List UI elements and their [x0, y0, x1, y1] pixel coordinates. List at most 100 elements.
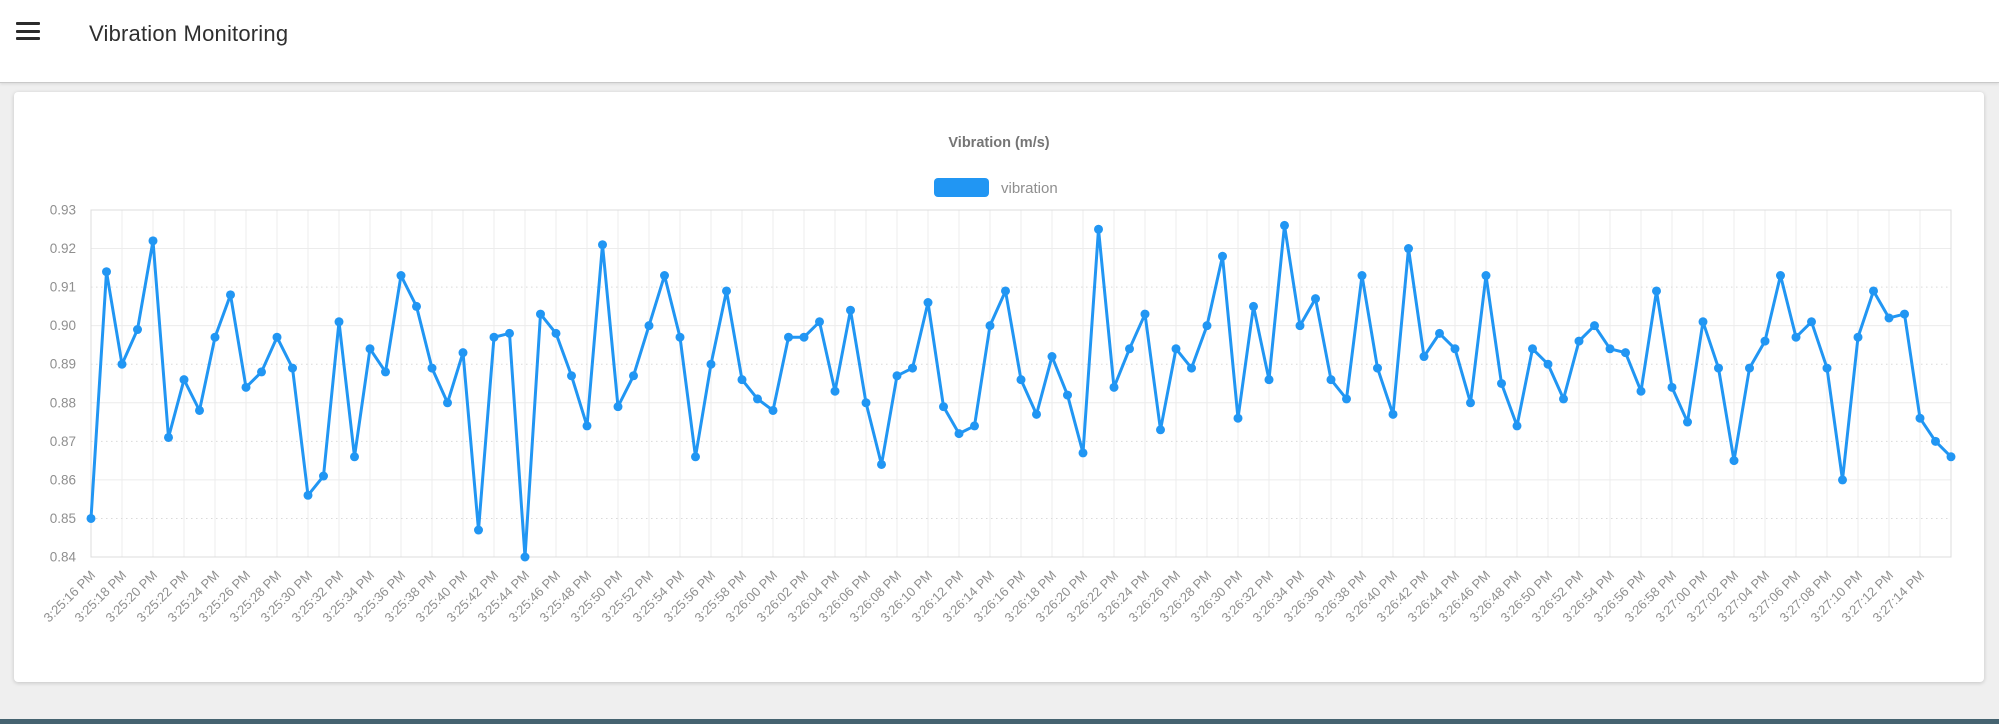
- data-point[interactable]: [1729, 456, 1739, 466]
- data-point[interactable]: [241, 382, 251, 392]
- data-point[interactable]: [567, 371, 576, 381]
- data-point[interactable]: [1357, 271, 1367, 281]
- data-point[interactable]: [1605, 344, 1615, 354]
- data-point[interactable]: [1590, 321, 1599, 331]
- data-point[interactable]: [334, 317, 344, 327]
- data-point[interactable]: [117, 359, 127, 369]
- data-point[interactable]: [629, 371, 638, 381]
- data-point[interactable]: [505, 328, 514, 338]
- data-point[interactable]: [1094, 224, 1103, 234]
- data-point[interactable]: [412, 301, 421, 311]
- data-point[interactable]: [1559, 394, 1568, 404]
- data-point[interactable]: [350, 452, 359, 462]
- data-point[interactable]: [1683, 417, 1692, 427]
- data-point[interactable]: [226, 290, 235, 300]
- data-point[interactable]: [939, 402, 948, 412]
- menu-button[interactable]: [13, 17, 43, 45]
- data-point[interactable]: [1869, 286, 1878, 296]
- data-point[interactable]: [1078, 448, 1088, 458]
- data-point[interactable]: [923, 298, 933, 308]
- data-point[interactable]: [133, 325, 142, 335]
- data-point[interactable]: [1388, 409, 1398, 419]
- data-point[interactable]: [1450, 344, 1460, 354]
- data-point[interactable]: [365, 344, 375, 354]
- data-point[interactable]: [598, 240, 607, 250]
- data-point[interactable]: [1745, 363, 1754, 373]
- data-point[interactable]: [1218, 251, 1227, 261]
- data-point[interactable]: [1915, 413, 1925, 423]
- data-point[interactable]: [675, 332, 685, 342]
- data-point[interactable]: [536, 309, 545, 319]
- data-point[interactable]: [396, 271, 406, 281]
- data-point[interactable]: [164, 432, 173, 442]
- data-point[interactable]: [1435, 328, 1444, 338]
- data-point[interactable]: [1187, 363, 1196, 373]
- data-point[interactable]: [1156, 425, 1165, 435]
- data-point[interactable]: [1171, 344, 1181, 354]
- legend-item-vibration[interactable]: vibration: [934, 178, 1058, 197]
- data-point[interactable]: [489, 332, 499, 342]
- data-point[interactable]: [784, 332, 793, 342]
- data-point[interactable]: [1373, 363, 1382, 373]
- data-point[interactable]: [148, 236, 158, 246]
- data-point[interactable]: [691, 452, 700, 462]
- data-point[interactable]: [830, 386, 840, 396]
- data-point[interactable]: [1512, 421, 1522, 431]
- data-point[interactable]: [1698, 317, 1708, 327]
- vibration-line-chart[interactable]: 0.84 0.85 0.86 0.87 0.88 0.89 0.90 0.91 0.92 0.93…: [14, 92, 1984, 682]
- data-point[interactable]: [1884, 313, 1894, 323]
- data-point[interactable]: [1807, 317, 1816, 327]
- data-point[interactable]: [210, 332, 220, 342]
- data-point[interactable]: [1140, 309, 1150, 319]
- data-point[interactable]: [768, 405, 778, 415]
- data-point[interactable]: [815, 317, 824, 327]
- data-point[interactable]: [1543, 359, 1553, 369]
- data-point[interactable]: [520, 552, 530, 562]
- data-point[interactable]: [551, 328, 561, 338]
- data-point[interactable]: [846, 305, 855, 315]
- data-point[interactable]: [86, 513, 96, 523]
- data-point[interactable]: [1931, 436, 1940, 446]
- data-point[interactable]: [1497, 379, 1506, 388]
- data-point[interactable]: [861, 398, 871, 408]
- data-point[interactable]: [1714, 363, 1723, 373]
- data-point[interactable]: [1621, 348, 1630, 358]
- data-point[interactable]: [1032, 409, 1041, 419]
- data-point[interactable]: [1466, 398, 1475, 408]
- data-point[interactable]: [613, 402, 623, 412]
- data-point[interactable]: [1326, 375, 1336, 385]
- data-point[interactable]: [1311, 294, 1320, 304]
- data-point[interactable]: [1822, 363, 1832, 373]
- data-point[interactable]: [1760, 336, 1770, 346]
- data-point[interactable]: [660, 271, 669, 281]
- data-point[interactable]: [799, 332, 809, 342]
- data-point[interactable]: [1280, 220, 1289, 230]
- data-point[interactable]: [1342, 394, 1351, 404]
- data-point[interactable]: [954, 429, 964, 439]
- data-point[interactable]: [1853, 332, 1863, 342]
- data-point[interactable]: [1404, 244, 1413, 254]
- data-point[interactable]: [1264, 375, 1274, 385]
- data-point[interactable]: [381, 367, 390, 377]
- data-point[interactable]: [706, 359, 716, 369]
- data-point[interactable]: [179, 375, 189, 385]
- data-point[interactable]: [1791, 332, 1801, 342]
- data-point[interactable]: [288, 363, 297, 373]
- data-point[interactable]: [1481, 271, 1491, 281]
- data-point[interactable]: [970, 421, 979, 431]
- data-point[interactable]: [1016, 375, 1026, 385]
- data-point[interactable]: [1001, 286, 1010, 296]
- data-point[interactable]: [102, 267, 111, 277]
- data-point[interactable]: [1838, 475, 1847, 485]
- data-point[interactable]: [985, 321, 995, 331]
- data-point[interactable]: [1667, 382, 1677, 392]
- data-point[interactable]: [1419, 352, 1429, 362]
- data-point[interactable]: [722, 286, 731, 296]
- data-point[interactable]: [1528, 344, 1537, 354]
- data-point[interactable]: [1063, 390, 1072, 400]
- data-point[interactable]: [737, 375, 747, 385]
- data-point[interactable]: [582, 421, 592, 431]
- data-point[interactable]: [474, 525, 483, 535]
- data-point[interactable]: [1202, 321, 1212, 331]
- plot-area[interactable]: [90, 209, 1952, 558]
